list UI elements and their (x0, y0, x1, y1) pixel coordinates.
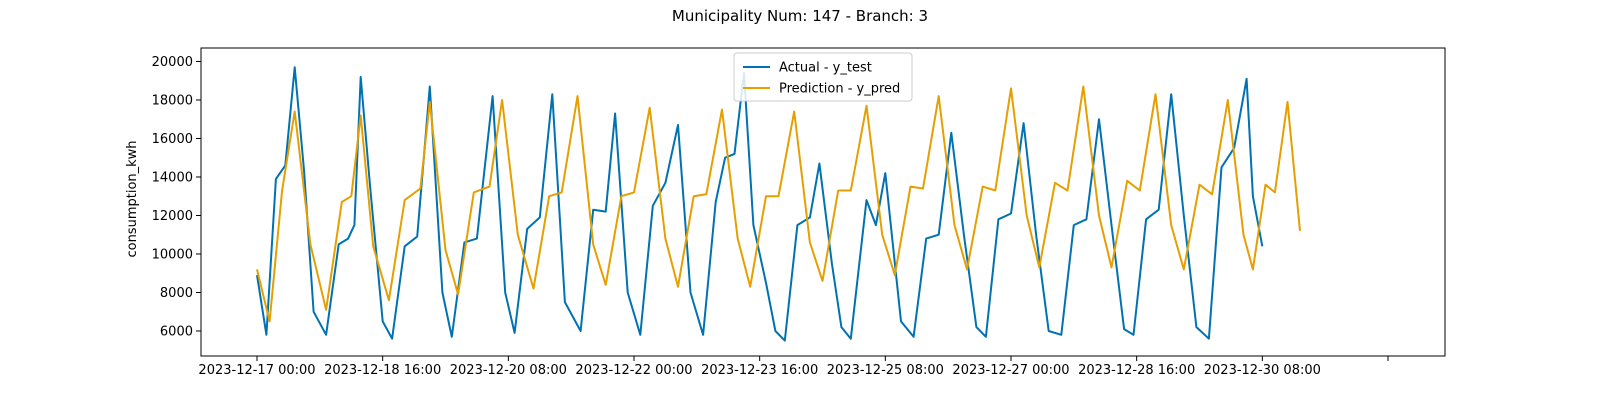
plot-lines (256, 66, 1301, 342)
y-axis-label: consumption_kwh (125, 140, 140, 257)
y-tick-label: 8000 (160, 286, 193, 301)
legend: Actual - y_test Prediction - y_pred (733, 52, 913, 102)
x-tick-label: 2023-12-27 00:00 (952, 363, 1069, 378)
y-tick-label: 20000 (152, 55, 193, 70)
y-tick-label: 18000 (152, 93, 193, 108)
x-tick-label: 2023-12-18 16:00 (324, 363, 441, 378)
y-axis: 6000 8000 10000 12000 14000 16000 18000 20000 (152, 55, 201, 339)
x-tick-label: 2023-12-25 08:00 (827, 363, 944, 378)
x-tick-label: 2023-12-20 08:00 (450, 363, 567, 378)
x-tick-label: 2023-12-22 00:00 (575, 363, 692, 378)
y-tick-label: 12000 (152, 209, 193, 224)
x-tick-label: 2023-12-17 00:00 (198, 363, 315, 378)
legend-box (733, 52, 913, 102)
x-axis: 2023-12-17 00:00 2023-12-18 16:00 2023-12-… (198, 356, 1389, 378)
series-line (256, 85, 1301, 323)
x-tick-label: 2023-12-30 08:00 (1204, 363, 1321, 378)
x-tick-label: 2023-12-23 16:00 (701, 363, 818, 378)
legend-label: Prediction - y_pred (779, 82, 900, 97)
legend-label: Actual - y_test (779, 61, 872, 76)
y-tick-label: 16000 (152, 132, 193, 147)
series-line (256, 66, 1264, 342)
y-tick-label: 10000 (152, 247, 193, 262)
y-tick-label: 6000 (160, 324, 193, 339)
plot-area-frame (200, 47, 1446, 357)
x-tick-label: 2023-12-28 16:00 (1078, 363, 1195, 378)
y-tick-label: 14000 (152, 170, 193, 185)
chart-title: Municipality Num: 147 - Branch: 3 (672, 7, 928, 25)
